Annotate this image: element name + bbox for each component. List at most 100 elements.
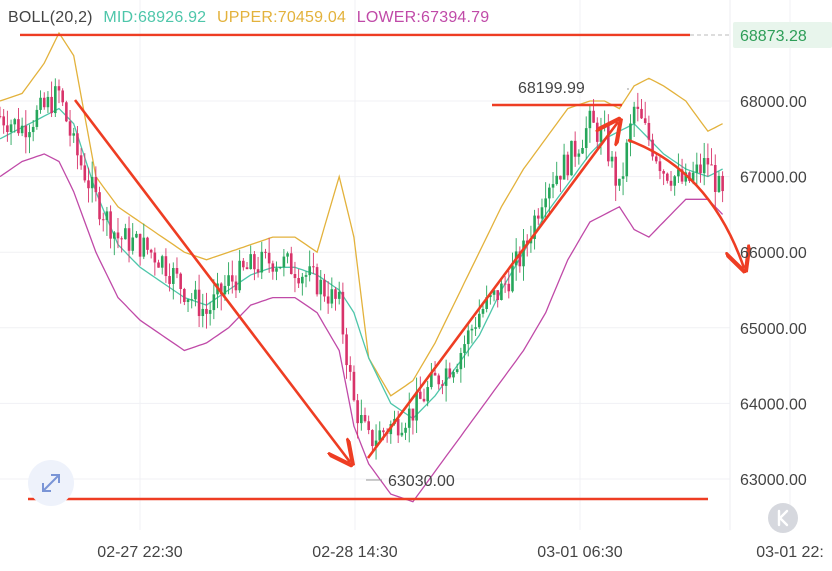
candle-body (662, 171, 665, 174)
candle-body (636, 106, 640, 109)
candle-body (208, 310, 212, 314)
candle-body (337, 291, 341, 299)
candle-body (581, 147, 584, 154)
candle-body (474, 327, 477, 329)
candle-body (459, 352, 463, 370)
candle-body (496, 290, 500, 300)
annotations: 68873.28 68199.99 63030.00 (20, 21, 832, 501)
candle-body (120, 238, 123, 240)
candle-body (699, 164, 702, 174)
y-tick-label: 65000.00 (740, 321, 807, 338)
x-tick-label: 02-28 14:30 (312, 544, 398, 561)
candle-body (455, 369, 459, 373)
candle-body (334, 289, 337, 299)
current-price-label: 68873.28 (740, 28, 807, 45)
candle-body (17, 119, 20, 134)
candle-body (415, 391, 418, 421)
candle-body (566, 154, 570, 176)
candle-body (706, 158, 710, 165)
candle-body (157, 262, 160, 268)
candle-body (98, 192, 101, 220)
candle-body (407, 408, 411, 428)
candle-body (378, 430, 382, 441)
candle-body (131, 237, 135, 251)
x-tick-label: 02-27 22:30 (97, 544, 183, 561)
candle-body (595, 122, 599, 142)
candle-body (183, 288, 186, 302)
candle-body (264, 251, 267, 253)
candle-body (160, 256, 164, 268)
candle-body (548, 187, 551, 199)
candle-body (463, 344, 466, 353)
candle-body (544, 198, 547, 208)
candle-body (444, 368, 448, 386)
candle-body (654, 156, 658, 162)
candle-body (201, 308, 205, 317)
candle-body (219, 283, 223, 295)
candle-body (680, 169, 684, 182)
k-icon (777, 509, 789, 527)
candle-body (197, 289, 201, 317)
candle-body (643, 118, 647, 123)
candle-body (640, 108, 643, 119)
candle-body (577, 153, 581, 157)
candle-body (710, 164, 713, 166)
x-tick-label: 03-01 06:30 (537, 544, 623, 561)
candle-body (684, 172, 688, 182)
candle-body (658, 161, 662, 172)
candle-body (419, 391, 422, 399)
k-line-button[interactable] (768, 503, 798, 533)
expand-icon (42, 474, 60, 492)
candle-body (2, 116, 5, 126)
candle-body (441, 384, 444, 386)
candle-body (382, 430, 385, 433)
candle-body (603, 125, 606, 128)
candle-body (721, 175, 724, 192)
up-arrow (366, 122, 618, 459)
candle-body (396, 418, 400, 436)
boll-legend: BOLL(20,2) MID:68926.92 UPPER:70459.04 L… (8, 9, 495, 27)
candle-body (651, 139, 654, 157)
candle-body (0, 116, 2, 118)
high-price-label: 68199.99 (518, 80, 585, 97)
candle-body (72, 133, 76, 136)
candle-body (323, 279, 326, 297)
expand-button[interactable] (28, 460, 74, 506)
y-tick-label: 68000.00 (740, 94, 807, 111)
candle-body (90, 177, 94, 189)
candle-body (536, 215, 540, 219)
candle-body (194, 289, 197, 300)
candle-body (57, 86, 61, 91)
axes: 02-27 22:30 02-28 14:30 03-01 06:30 03-01 2… (97, 94, 824, 561)
candle-body (42, 97, 46, 108)
candle-body (592, 110, 595, 123)
candle-body (245, 267, 249, 270)
candle-body (238, 260, 241, 291)
candle-body (330, 289, 334, 304)
candle-body (142, 237, 146, 257)
candle-body (562, 154, 566, 180)
current-price-tag (733, 21, 832, 48)
candle-body (607, 125, 610, 162)
candle-body (452, 372, 455, 378)
candle-body (511, 265, 514, 292)
candle-body (149, 249, 153, 253)
low-price-label: 63030.00 (388, 473, 455, 490)
candle-body (286, 253, 289, 257)
candle-body (242, 260, 245, 268)
candle-body (621, 176, 625, 179)
candle-body (94, 177, 98, 193)
candle-body (533, 215, 536, 239)
candle-body (24, 125, 28, 138)
candle-body (20, 125, 24, 134)
candle-body (230, 275, 234, 282)
candle-body (312, 266, 315, 268)
candle-body (437, 375, 441, 385)
candle-body (584, 128, 588, 148)
candle-body (518, 251, 522, 267)
y-tick-label: 66000.00 (740, 245, 807, 262)
lower-band-line (0, 153, 724, 503)
candle-body (105, 211, 109, 221)
candle-body (570, 140, 573, 176)
